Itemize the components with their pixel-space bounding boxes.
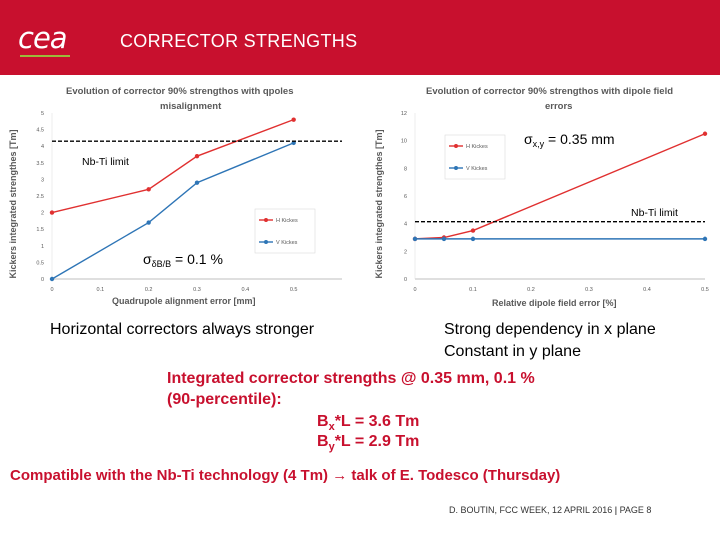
chart-qpole-misalignment: Evolution of corrector 90% strengthos wi… xyxy=(8,86,342,306)
bx-prefix: B xyxy=(317,413,329,430)
note-compatible: Compatible with the Nb-Ti technology (4 … xyxy=(10,467,561,484)
data-point-h-kickes xyxy=(291,117,296,122)
note-y-constant: Constant in y plane xyxy=(444,343,581,360)
x-tick-label: 0.5 xyxy=(701,287,709,293)
nbti-limit-label: Nb-Ti limit xyxy=(631,207,678,219)
note-by-strength: By*L = 2.9 Tm xyxy=(317,433,419,453)
y-tick-label: 2.5 xyxy=(36,194,44,200)
page-title: CORRECTOR STRENGTHS xyxy=(120,31,358,51)
nbti-limit-label: Nb-Ti limit xyxy=(82,156,129,168)
footer-separator: | xyxy=(614,505,618,515)
legend-box xyxy=(444,134,506,180)
header-bar: cea CORRECTOR STRENGTHS xyxy=(0,0,720,75)
x-tick-label: 0.1 xyxy=(469,287,477,293)
chart-title-line1: Evolution of corrector 90% strengthos wi… xyxy=(66,86,294,97)
y-axis-label: Kickers integrated strengthes [Tm] xyxy=(374,129,384,278)
x-tick-label: 0.4 xyxy=(242,287,250,293)
y-tick-label: 3.5 xyxy=(36,161,44,167)
sigma-symbol: σ xyxy=(143,251,152,267)
data-point-v-kickes xyxy=(470,236,476,242)
y-tick-label: 4 xyxy=(41,144,44,150)
x-tick-label: 0.4 xyxy=(643,287,651,293)
x-axis-label: Relative dipole field error [%] xyxy=(492,298,617,308)
data-point-h-kickes xyxy=(470,228,476,233)
bx-value: *L = 3.6 Tm xyxy=(334,413,420,430)
data-point-h-kickes xyxy=(146,187,151,192)
x-tick-label: 0.2 xyxy=(145,287,153,293)
y-tick-label: 1.5 xyxy=(36,227,44,233)
y-tick-label: 10 xyxy=(401,139,407,145)
sigma-value: = 0.35 mm xyxy=(544,131,614,147)
data-point-h-kickes xyxy=(702,131,708,136)
chart-title-line2: errors xyxy=(545,101,572,112)
note-summary-line1: Integrated corrector strengths @ 0.35 mm… xyxy=(167,370,535,387)
note-horizontal-stronger: Horizontal correctors always stronger xyxy=(50,321,315,338)
y-tick-label: 3 xyxy=(41,177,44,183)
by-prefix: B xyxy=(317,433,329,450)
data-point-v-kickes xyxy=(412,236,418,242)
cea-logo: cea xyxy=(18,21,68,55)
y-tick-label: 8 xyxy=(404,166,407,172)
y-tick-label: 2 xyxy=(41,211,44,217)
footer: D. BOUTIN, FCC WEEK, 12 APRIL 2016 | PAG… xyxy=(449,505,651,515)
data-point-v-kickes xyxy=(702,236,708,242)
y-tick-label: 6 xyxy=(404,194,407,200)
x-tick-label: 0.3 xyxy=(193,287,201,293)
legend-entry: V Kickes xyxy=(466,166,488,172)
y-tick-label: 0 xyxy=(404,277,407,283)
sigma-subscript: x,y xyxy=(533,139,545,149)
sigma-annotation: σx,y = 0.35 mm xyxy=(524,131,615,149)
bx-sub: x xyxy=(328,421,335,434)
y-tick-label: 12 xyxy=(401,111,407,117)
y-tick-label: 2 xyxy=(404,249,407,255)
legend-marker xyxy=(264,240,268,244)
data-point-v-kickes xyxy=(441,236,447,242)
sigma-annotation: σδB/B = 0.1 % xyxy=(143,251,223,269)
note-x-dependency: Strong dependency in x plane xyxy=(444,321,656,338)
chart-title-line1: Evolution of corrector 90% strengthos wi… xyxy=(426,86,673,97)
y-axis-label: Kickers integrated strengthes [Tm] xyxy=(8,129,18,278)
by-value: *L = 2.9 Tm xyxy=(334,433,420,450)
x-tick-label: 0.1 xyxy=(97,287,105,293)
data-point-v-kickes xyxy=(49,276,55,282)
x-axis-label: Quadrupole alignment error [mm] xyxy=(112,296,256,306)
x-tick-label: 0.5 xyxy=(290,287,298,293)
y-tick-label: 4.5 xyxy=(36,128,44,134)
note-summary-line2: (90-percentile): xyxy=(167,391,282,408)
series-line-h-kickes xyxy=(51,118,294,214)
sigma-subscript: δB/B xyxy=(152,259,172,269)
y-tick-label: 5 xyxy=(41,111,44,117)
legend-marker xyxy=(454,144,458,148)
note-bx-strength: Bx*L = 3.6 Tm xyxy=(317,413,419,433)
legend-entry: H Kickes xyxy=(466,144,488,150)
data-point-v-kickes xyxy=(146,220,151,225)
footer-text: D. BOUTIN, FCC WEEK, 12 APRIL 2016 xyxy=(449,505,613,515)
legend-marker xyxy=(454,166,458,170)
series-line-v-kickes xyxy=(51,142,294,280)
chart-title-line2: misalignment xyxy=(160,101,222,112)
sigma-value: = 0.1 % xyxy=(171,251,223,267)
y-tick-label: 4 xyxy=(404,222,407,228)
legend-marker xyxy=(264,218,268,222)
legend-entry: V Kickes xyxy=(276,240,298,246)
logo-underline xyxy=(20,55,70,57)
data-point-v-kickes xyxy=(194,180,200,185)
data-point-h-kickes xyxy=(194,153,200,159)
y-tick-label: 0.5 xyxy=(36,260,44,266)
by-sub: y xyxy=(328,441,335,454)
y-tick-label: 0 xyxy=(41,277,44,283)
x-tick-label: 0 xyxy=(50,287,53,293)
legend-box xyxy=(254,208,316,254)
chart-dipole-field-errors: Evolution of corrector 90% strengthos wi… xyxy=(374,86,709,308)
x-tick-label: 0 xyxy=(413,287,416,293)
sigma-symbol: σ xyxy=(524,131,533,147)
footer-page: PAGE 8 xyxy=(619,505,652,515)
y-tick-label: 1 xyxy=(41,244,44,250)
data-point-h-kickes xyxy=(49,210,55,215)
x-tick-label: 0.3 xyxy=(585,287,593,293)
legend-entry: H Kickes xyxy=(276,218,298,224)
x-tick-label: 0.2 xyxy=(527,287,535,293)
